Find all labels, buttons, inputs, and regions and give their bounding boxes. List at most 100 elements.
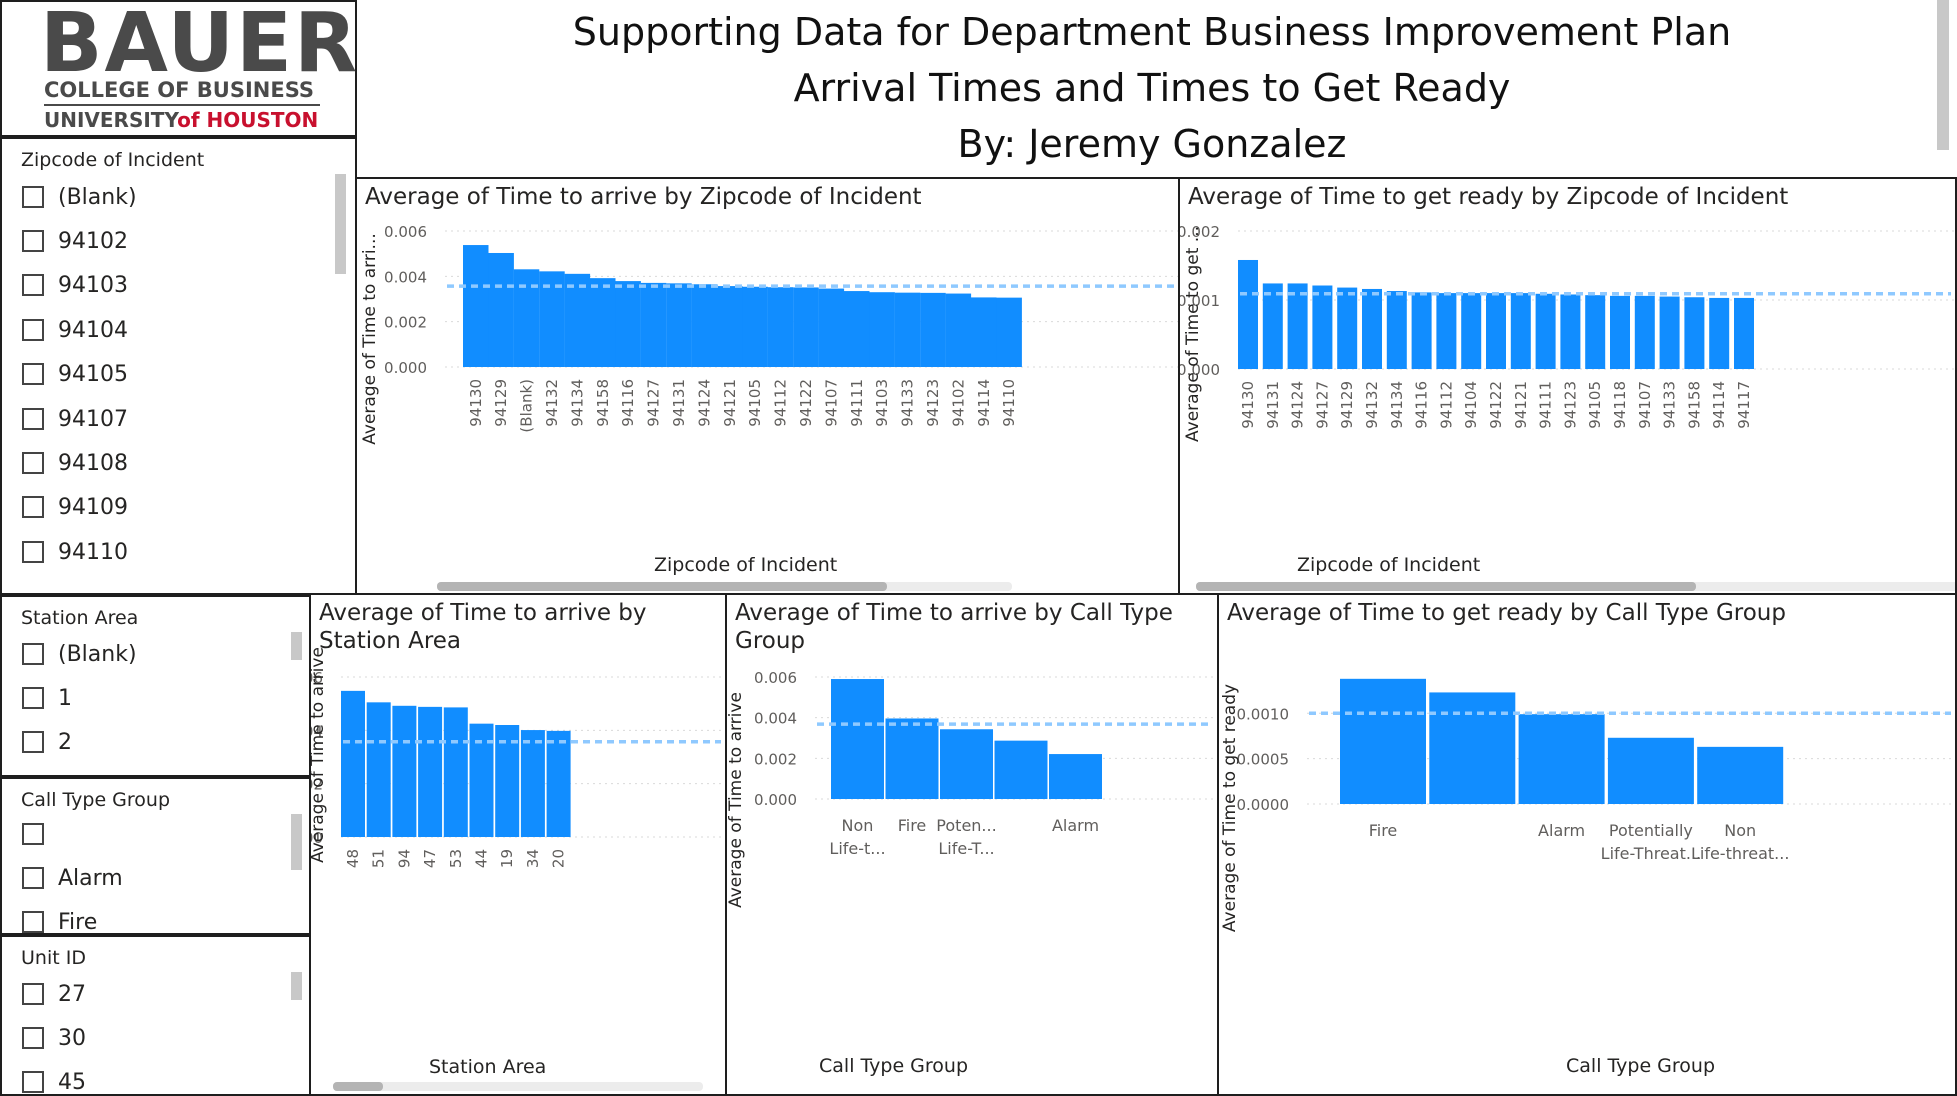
x-tick-label: 94112 <box>1437 381 1455 429</box>
checkbox[interactable] <box>22 230 44 252</box>
slicer-item-label: 2 <box>58 729 72 755</box>
chart-arrive-by-zipcode[interactable]: Average of Time to arrive by Zipcode of … <box>355 177 1180 595</box>
checkbox[interactable] <box>22 452 44 474</box>
slicer-item[interactable]: 94108 <box>22 448 128 478</box>
slicer-item[interactable]: 94105 <box>22 359 128 389</box>
logo-university: UNIVERSITY <box>44 108 178 132</box>
slicer-item-label: 30 <box>58 1025 86 1051</box>
checkbox[interactable] <box>22 186 44 208</box>
bar <box>495 725 520 837</box>
station-area-slicer: Station Area (Blank) 1 2 <box>0 595 311 777</box>
bar <box>443 707 468 837</box>
scrollbar-thumb[interactable] <box>1196 582 1696 591</box>
checkbox[interactable] <box>22 643 44 665</box>
slicer-item[interactable]: (Blank) <box>22 639 137 669</box>
bar <box>869 292 895 367</box>
x-axis-label: Station Area <box>429 1056 546 1078</box>
x-tick-label: 94103 <box>873 379 891 427</box>
checkbox[interactable] <box>22 541 44 563</box>
slicer-item[interactable]: 1 <box>22 683 72 713</box>
checkbox[interactable] <box>22 408 44 430</box>
page-scrollbar[interactable] <box>1937 0 1949 150</box>
slicer-item[interactable]: 94103 <box>22 270 128 300</box>
checkbox[interactable] <box>22 823 44 845</box>
bar <box>1585 295 1606 369</box>
slicer-item-label: 94103 <box>58 272 128 298</box>
checkbox[interactable] <box>22 867 44 889</box>
checkbox[interactable] <box>22 1027 44 1049</box>
bar <box>666 283 692 367</box>
slicer-item[interactable]: 30 <box>22 1023 86 1053</box>
y-axis-label: Average of Time to get ... <box>1183 226 1203 442</box>
slicer-item[interactable]: 2 <box>22 727 72 757</box>
x-tick-label: 44 <box>473 849 491 868</box>
slicer-item[interactable]: 94110 <box>22 537 128 567</box>
slicer-scrollbar[interactable] <box>291 814 302 870</box>
bar <box>1610 295 1630 369</box>
y-tick-label: 0.004 <box>754 710 797 728</box>
slicer-scrollbar[interactable] <box>291 632 302 660</box>
x-tick-label: 94122 <box>797 379 815 427</box>
slicer-item[interactable] <box>22 819 58 849</box>
chart-arrive-by-calltype[interactable]: Average of Time to arrive by Call Type G… <box>725 593 1219 1096</box>
x-tick-label: 94123 <box>924 379 942 427</box>
bar <box>1340 678 1426 804</box>
slicer-scrollbar[interactable] <box>291 972 302 1000</box>
checkbox[interactable] <box>22 687 44 709</box>
checkbox[interactable] <box>22 983 44 1005</box>
slicer-item[interactable]: 94109 <box>22 492 128 522</box>
x-tick-label: 94124 <box>695 379 713 427</box>
y-tick-label: 0.000 <box>754 791 797 809</box>
chart-ready-by-zipcode[interactable]: Average of Time to get ready by Zipcode … <box>1178 177 1957 595</box>
report-title: Supporting Data for Department Business … <box>572 10 1732 54</box>
x-tick-label: 94134 <box>568 379 586 427</box>
bar <box>1262 283 1283 369</box>
bauer-logo: BAUER COLLEGE OF BUSINESS UNIVERSITYof H… <box>0 0 357 137</box>
slicer-scrollbar[interactable] <box>335 174 346 274</box>
checkbox[interactable] <box>22 1071 44 1093</box>
x-tick-label: 48 <box>344 849 362 868</box>
scrollbar-thumb[interactable] <box>437 582 887 591</box>
chart-ready-by-calltype[interactable]: Average of Time to get ready by Call Typ… <box>1217 593 1957 1096</box>
scrollbar-thumb[interactable] <box>333 1082 383 1091</box>
x-axis-label: Zipcode of Incident <box>1297 554 1480 576</box>
chart-title: Average of Time to arrive by Station Are… <box>319 600 647 654</box>
slicer-item-label: 94107 <box>58 406 128 432</box>
bar <box>767 287 794 367</box>
checkbox[interactable] <box>22 274 44 296</box>
bar <box>894 292 921 367</box>
checkbox[interactable] <box>22 911 44 933</box>
x-tick-label: 94123 <box>1561 381 1579 429</box>
checkbox[interactable] <box>22 363 44 385</box>
x-axis-label: Call Type Group <box>1566 1055 1715 1077</box>
y-tick-label: 0.000 <box>384 359 427 377</box>
slicer-item[interactable]: (Blank) <box>22 182 137 212</box>
x-tick-label: 34 <box>524 849 542 868</box>
x-tick-label: 94124 <box>1289 381 1307 429</box>
x-tick-label: 94130 <box>1239 381 1257 429</box>
x-tick-label: 94133 <box>1661 381 1679 429</box>
slicer-item[interactable]: Fire <box>22 907 97 933</box>
checkbox[interactable] <box>22 319 44 341</box>
chart-arrive-by-station[interactable]: Average of Time to arrive by Station Are… <box>309 593 727 1096</box>
x-tick-label: 94131 <box>670 379 688 427</box>
checkbox[interactable] <box>22 731 44 753</box>
slicer-item[interactable]: Alarm <box>22 863 123 893</box>
y-axis-label: Average of Time to arri... <box>360 233 380 445</box>
slicer-item[interactable]: 27 <box>22 979 86 1009</box>
bar <box>1684 297 1705 369</box>
x-tick-label: 94127 <box>645 379 663 427</box>
checkbox[interactable] <box>22 496 44 518</box>
scrollbar-track <box>333 1082 703 1091</box>
slicer-item[interactable]: 94107 <box>22 404 128 434</box>
slicer-item[interactable]: 45 <box>22 1067 86 1094</box>
slicer-item[interactable]: 94104 <box>22 315 128 345</box>
slicer-item-label: 94104 <box>58 317 128 343</box>
x-tick-label: 53 <box>447 849 465 868</box>
y-tick-label: 0.002 <box>384 314 427 332</box>
slicer-item-label: Alarm <box>58 865 123 891</box>
x-tick-label: 94132 <box>1363 381 1381 429</box>
bar <box>1486 293 1506 369</box>
x-tick-label: 19 <box>498 849 516 868</box>
slicer-item[interactable]: 94102 <box>22 226 128 256</box>
